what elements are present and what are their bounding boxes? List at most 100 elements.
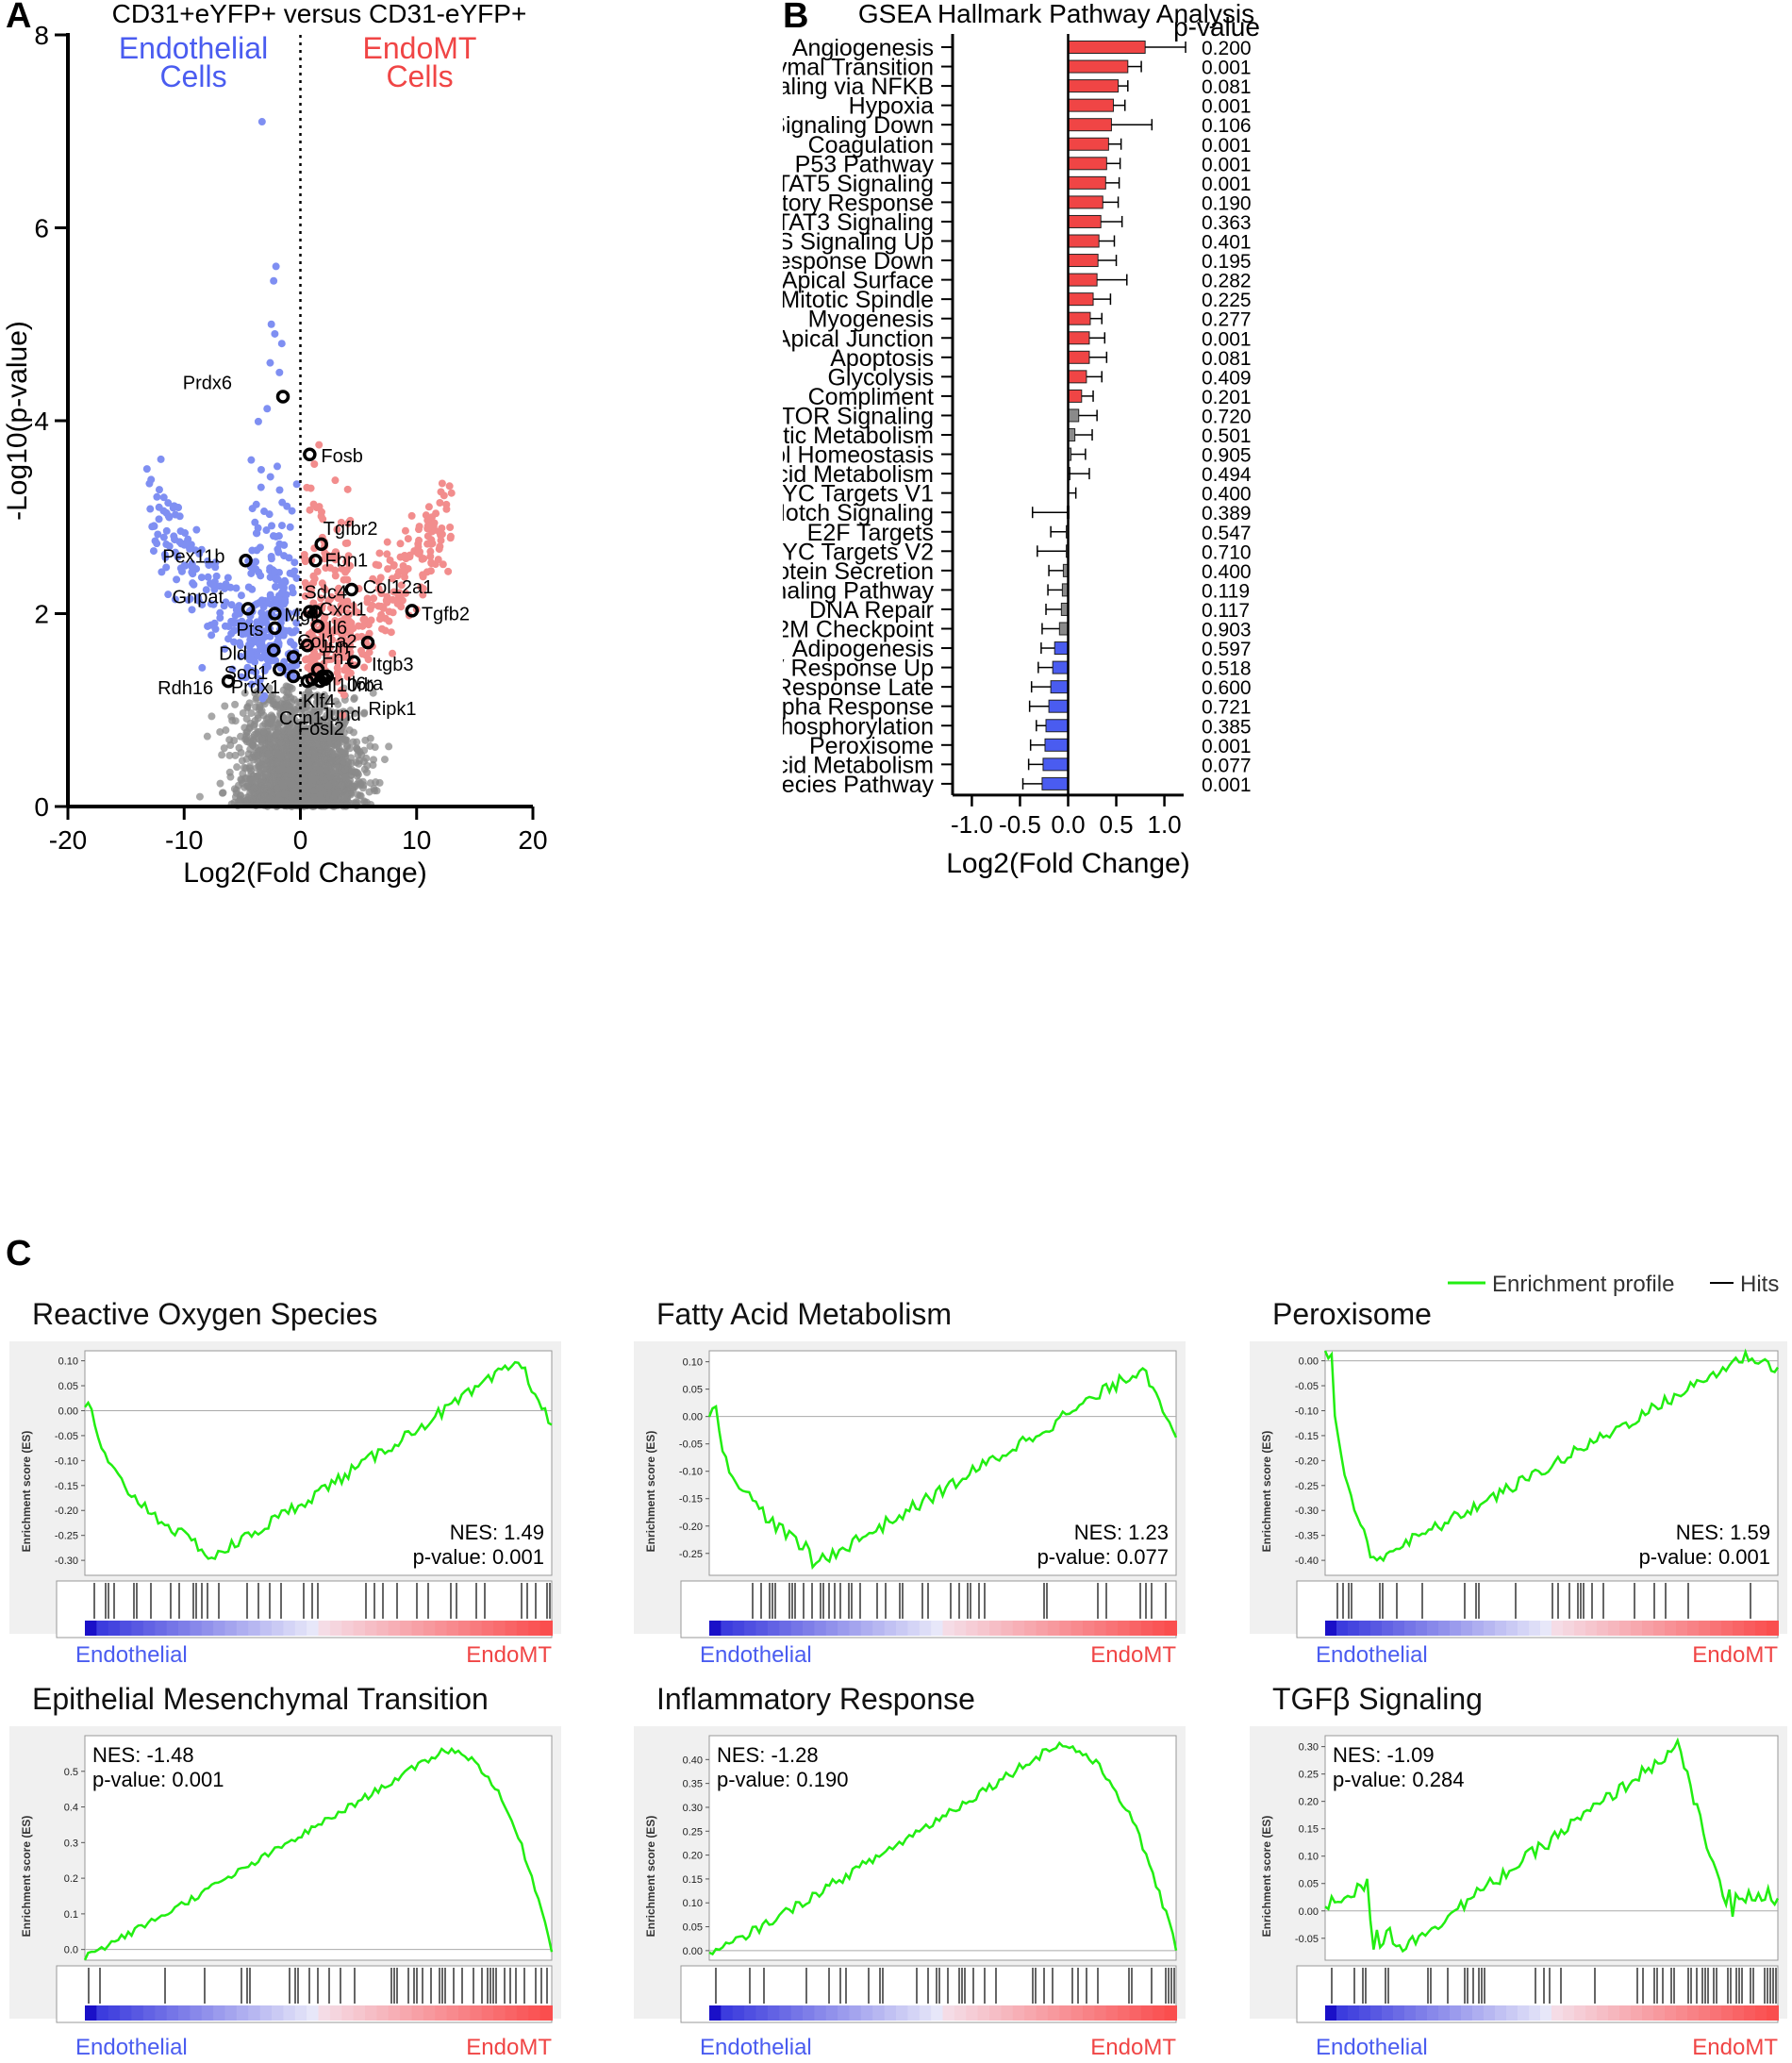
blue-point	[247, 655, 256, 663]
enrichment-profile-line	[1323, 1348, 1780, 1563]
blue-point	[241, 674, 250, 682]
grey-point	[335, 728, 343, 737]
blue-point	[290, 567, 299, 575]
grey-point	[307, 725, 316, 734]
gene-label-jund: Jund	[320, 705, 360, 725]
blue-point	[260, 691, 269, 700]
gradient-segment	[755, 2005, 769, 2021]
grey-point	[218, 789, 226, 797]
gene-marker-gnpat	[241, 602, 256, 616]
gradient-segment	[272, 1621, 285, 1636]
red-point	[415, 536, 423, 544]
blue-point	[222, 598, 230, 607]
red-point	[383, 538, 391, 546]
gradient-segment	[1495, 1621, 1507, 1636]
gradient-segment	[1529, 2005, 1541, 2021]
gradient-segment	[142, 2005, 157, 2021]
red-point	[334, 588, 342, 596]
pvalue-text: p-value: 0.001	[413, 1545, 544, 1569]
blue-point	[153, 540, 161, 548]
gradient-segment	[516, 2005, 530, 2021]
y-tick-label: 4	[34, 407, 49, 436]
grey-point	[275, 765, 284, 774]
gradient-segment	[85, 2005, 98, 2021]
red-point	[331, 548, 340, 557]
gradient-segment	[849, 1621, 862, 1636]
pvalue: 0.389	[1202, 503, 1252, 524]
red-point	[399, 567, 407, 575]
blue-point	[257, 684, 266, 692]
gsea-title: Inflammatory Response	[656, 1682, 975, 1716]
gradient-segment	[721, 1621, 734, 1636]
gradient-segment	[1047, 1621, 1061, 1636]
es-tick-label: -0.15	[679, 1494, 703, 1506]
gradient-segment	[505, 1621, 518, 1636]
gradient-segment	[411, 2005, 424, 2021]
pvalue: 0.225	[1202, 290, 1252, 311]
endomt-rank-label: EndoMT	[1090, 2035, 1176, 2060]
gene-label-il6: Il6	[327, 618, 347, 639]
gradient-segment	[201, 2005, 215, 2021]
grey-point	[271, 797, 279, 806]
grey-point	[282, 759, 290, 768]
grey-point	[340, 765, 349, 774]
red-point	[404, 535, 412, 543]
gradient-segment	[1001, 1621, 1014, 1636]
gradient-segment	[907, 1621, 921, 1636]
red-point	[396, 540, 405, 548]
grey-point	[353, 780, 361, 789]
grey-point	[264, 714, 273, 723]
endothelial-rank-label: Endothelial	[700, 2035, 812, 2060]
grey-point	[216, 779, 224, 788]
red-point	[310, 651, 319, 659]
pathway-label: Notch Signaling	[783, 500, 934, 526]
grey-point	[272, 749, 280, 757]
grey-point	[290, 753, 298, 761]
rank-gradient	[1325, 2005, 1779, 2021]
hits	[88, 1968, 548, 2004]
pvalue: 0.001	[1202, 328, 1252, 350]
endomt-label-2: Cells	[386, 59, 453, 93]
gradient-segment	[108, 2005, 122, 2021]
grey-point	[243, 703, 252, 711]
rank-gradient	[85, 1621, 553, 1636]
red-point	[369, 574, 377, 583]
gsea-title: Reactive Oxygen Species	[32, 1297, 377, 1331]
gradient-segment	[1529, 1621, 1541, 1636]
red-point	[300, 550, 308, 558]
gradient-segment	[709, 2005, 722, 2021]
gradient-segment	[307, 2005, 320, 2021]
blue-point	[155, 503, 163, 511]
blue-point	[254, 624, 262, 632]
gradient-segment	[803, 2005, 816, 2021]
grey-point	[256, 703, 264, 711]
panel-label-b: B	[783, 0, 809, 36]
pvalue: 0.385	[1202, 716, 1252, 738]
grey-point	[265, 684, 274, 692]
blue-point	[253, 651, 261, 659]
grey-point	[243, 728, 252, 737]
blue-point	[247, 456, 256, 464]
gradient-segment	[767, 1621, 781, 1636]
blue-point	[247, 569, 256, 577]
gene-label-cxcl1: Cxcl1	[320, 599, 367, 620]
blue-point	[188, 562, 196, 571]
grey-point	[288, 794, 296, 803]
gradient-segment	[539, 2005, 553, 2021]
grey-point	[216, 727, 224, 736]
gene-label-tgfbr2: Tgfbr2	[324, 519, 378, 540]
pvalue: 0.001	[1202, 736, 1252, 757]
grey-point	[352, 768, 360, 776]
blue-point	[292, 480, 301, 489]
gradient-segment	[411, 1621, 424, 1636]
grey-point	[290, 787, 298, 795]
blue-point	[255, 568, 263, 576]
endothelial-rank-label: Endothelial	[75, 2035, 188, 2060]
red-point	[390, 561, 398, 570]
red-point	[331, 476, 340, 485]
red-point	[427, 558, 436, 567]
bar	[1068, 195, 1103, 209]
gene-label-col1a2: Col1a2	[297, 632, 357, 653]
blue-point	[147, 475, 156, 484]
gradient-segment	[178, 2005, 191, 2021]
